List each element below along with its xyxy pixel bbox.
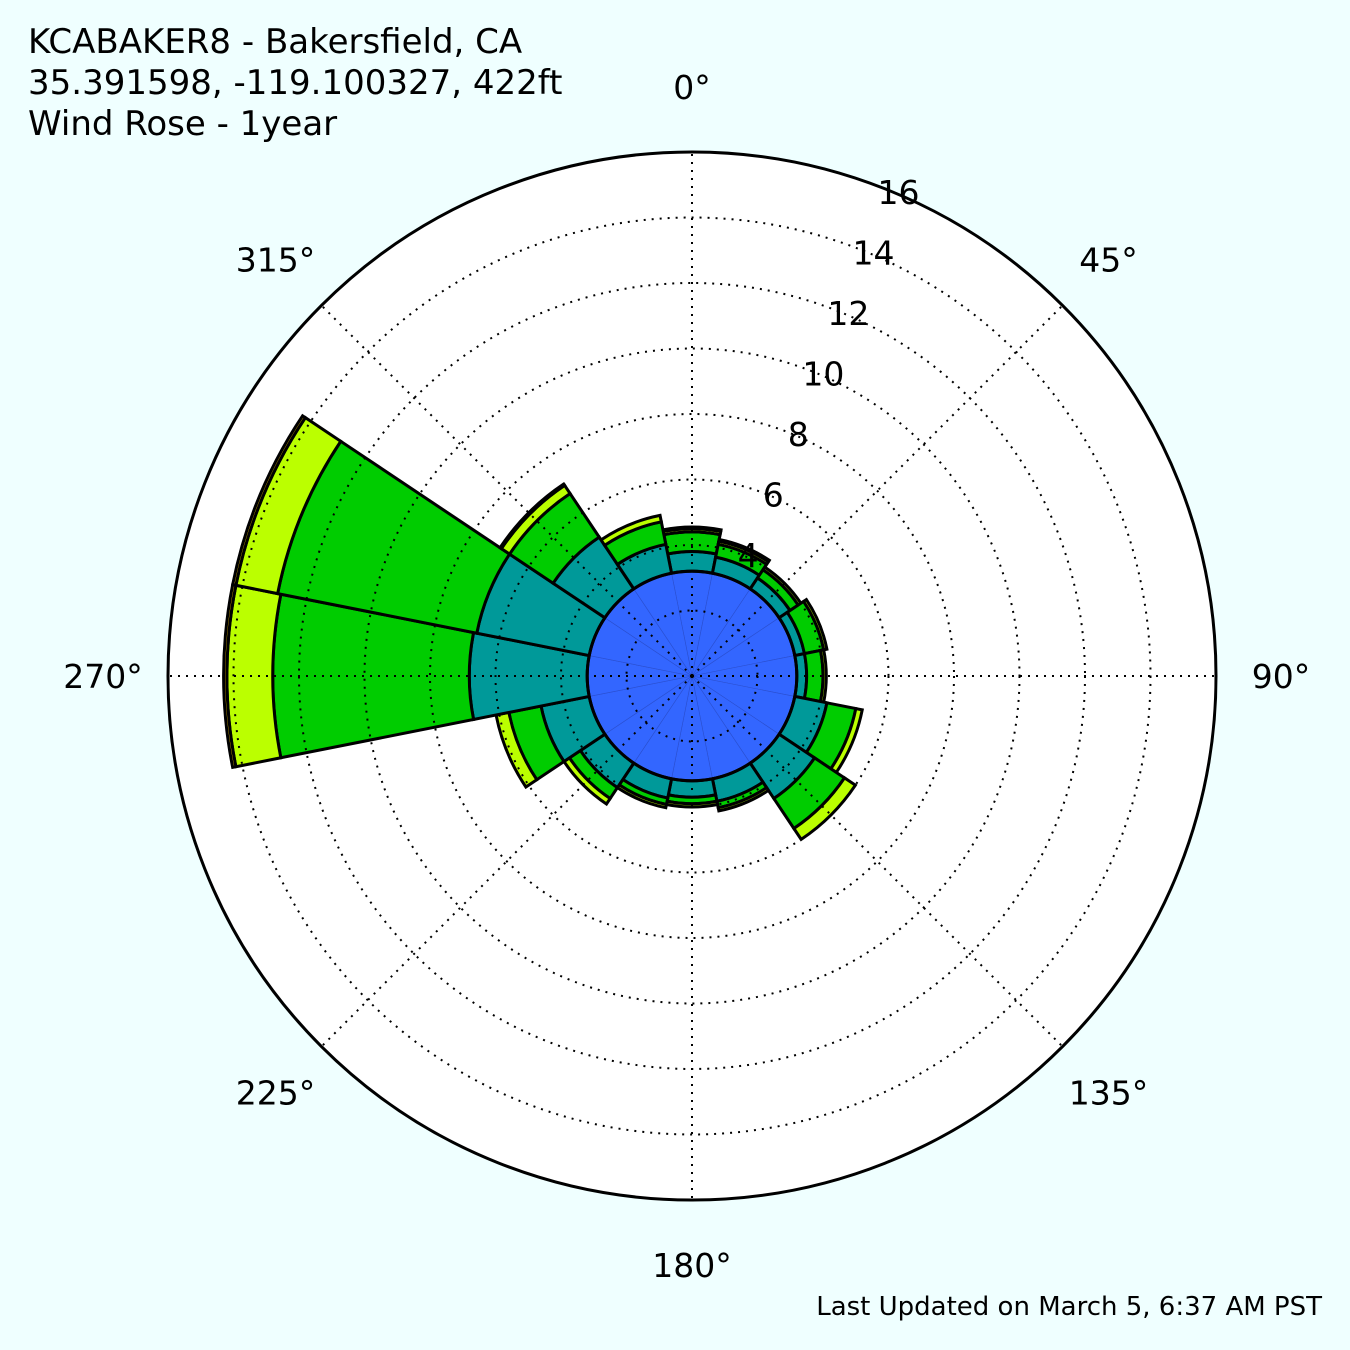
grid-ring (232, 216, 1152, 1136)
grid-ring (494, 478, 890, 874)
angle-tick-label: 315° (236, 241, 316, 280)
radial-tick-label: 6 (763, 475, 784, 514)
grid-ring (560, 544, 824, 808)
angle-tick-label: 135° (1069, 1073, 1149, 1112)
station-coordinates: 35.391598, -119.100327, 422ft (28, 63, 563, 103)
radial-tick-label: 16 (878, 173, 920, 212)
radial-tick-label: 4 (738, 536, 759, 575)
wind-sector-157.5-bin-3 (716, 785, 771, 813)
radial-tick-label: 8 (788, 415, 809, 454)
angle-tick-label: 90° (1252, 657, 1311, 696)
station-title: KCABAKER8 - Bakersfield, CA (28, 22, 523, 62)
wind-sector-337.5-bin-3 (598, 513, 664, 548)
wind-sector-0-bin-4 (661, 525, 723, 534)
angle-tick-label: 45° (1079, 241, 1138, 280)
wind-sector-315-bin-4 (497, 481, 567, 551)
radial-tick-label: 12 (827, 294, 869, 333)
angle-tick-label: 180° (652, 1246, 732, 1285)
angle-tick-label: 270° (63, 657, 143, 696)
wind-rose-sectors (222, 413, 865, 842)
polar-grid (168, 152, 1216, 1200)
wind-sector-292.5-bin-4 (230, 413, 308, 588)
angle-tick-label: 0° (673, 68, 711, 107)
polar-plot-frame (166, 150, 1218, 1202)
radial-tick-label: 14 (852, 233, 894, 272)
radial-tick-label: 10 (802, 354, 844, 393)
last-updated-text: Last Updated on March 5, 6:37 AM PST (816, 1292, 1322, 1322)
wind-sector-0-bin-2 (662, 530, 722, 556)
chart-subtitle: Wind Rose - 1year (28, 104, 338, 144)
grid-ring (363, 347, 1021, 1005)
axis-labels: 0° 45° 90° 135° 180° 225° 270° 315° 468 10 12 14 16 (63, 68, 1310, 1285)
grid-ring (429, 413, 955, 939)
angle-tick-label: 225° (236, 1073, 316, 1112)
wind-sector-135-bin-3 (791, 775, 858, 842)
chart-title-block: KCABAKER8 - Bakersfield, CA 35.391598, -… (28, 22, 562, 145)
wind-sector-22.5-bin-4 (717, 537, 772, 564)
